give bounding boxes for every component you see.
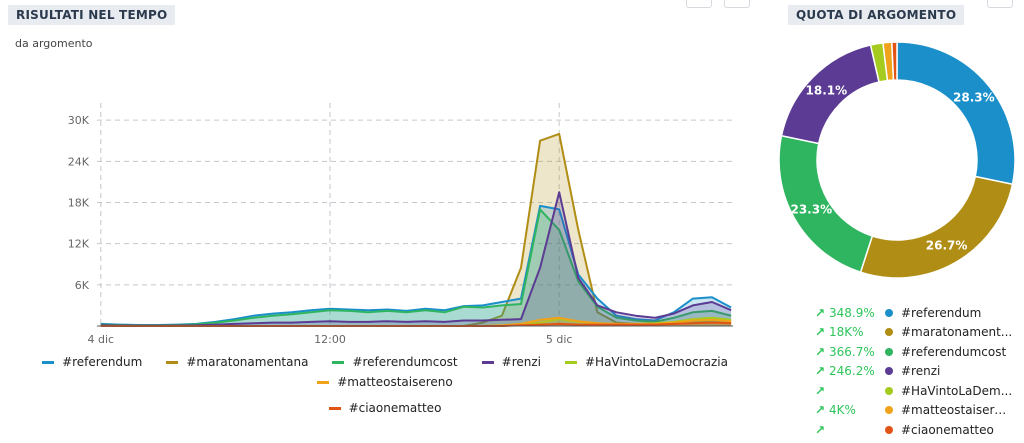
chart-option-button[interactable]	[724, 0, 750, 8]
color-dot	[885, 406, 893, 415]
y-tick-label: 24K	[68, 155, 90, 168]
donut-slice-label: 28.3%	[953, 91, 995, 105]
legend-label: #matteostaisereno	[337, 375, 453, 389]
change-percent: 366.7%	[829, 344, 875, 359]
y-tick-label: 18K	[68, 196, 90, 209]
legend-label: #maratonamentana	[186, 355, 309, 369]
share-legend-row[interactable]: ↗ #ciaonematteo	[815, 420, 1020, 440]
legend-swatch	[565, 360, 577, 364]
color-dot	[885, 367, 893, 376]
color-dot	[885, 386, 893, 395]
topic-share-donut: 28.3% 26.7% 23.3% 18.1%	[778, 41, 1016, 279]
legend-item-referendum[interactable]: #referendum	[42, 355, 142, 369]
legend-swatch	[481, 360, 494, 364]
chart-subtitle: da argomento	[15, 37, 93, 50]
legend-item-maratonamentana[interactable]: #maratonamentana	[166, 355, 308, 369]
legend-label: #ciaonematteo	[348, 401, 442, 415]
topic-name: #renzi	[901, 364, 941, 379]
trend-up-icon: ↗	[815, 422, 826, 437]
legend-item-matteostaisereno[interactable]: #matteostaisereno	[317, 375, 453, 389]
legend-swatch	[42, 360, 55, 364]
color-dot	[885, 328, 893, 337]
series-line-referendumcost[interactable]	[100, 208, 732, 327]
trend-up-icon: ↗	[815, 325, 826, 340]
legend-label: #HaVintoLaDemocrazia	[585, 355, 728, 369]
x-tick-label: 4 dic	[88, 333, 115, 345]
time-series-chart: 6K 12K 18K 24K 30K 4 dic 12:00 5 dic	[68, 103, 733, 345]
donut-slice-label: 18.1%	[806, 84, 848, 98]
trend-up-icon: ↗	[815, 403, 826, 418]
topic-name: #ciaonematteo	[901, 422, 994, 437]
x-tick-label: 12:00	[314, 333, 346, 345]
share-legend: ↗ 348.9% #referendum ↗ 18K% #maratonament... ↗…	[815, 303, 1020, 440]
legend-label: #referendumcost	[352, 355, 458, 369]
change-percent: 348.9%	[829, 305, 875, 320]
share-legend-row[interactable]: ↗ 366.7% #referendumcost	[815, 342, 1020, 362]
trend-up-icon: ↗	[815, 383, 826, 398]
legend-swatch	[317, 380, 330, 384]
color-dot	[885, 425, 893, 434]
y-tick-label: 6K	[75, 279, 90, 292]
series-area-maratonamentana	[100, 133, 732, 326]
share-legend-row[interactable]: ↗ 348.9% #referendum	[815, 303, 1020, 323]
topic-name: #HaVintoLaDem...	[901, 383, 1013, 398]
series-line-maratonamentana[interactable]	[100, 132, 732, 327]
legend-label: #referendum	[62, 355, 143, 369]
series-area-referendumcost	[100, 209, 732, 326]
share-legend-row[interactable]: ↗ 18K% #maratonament...	[815, 323, 1020, 343]
donut-slice-label: 26.7%	[926, 239, 968, 253]
y-tick-label: 30K	[68, 114, 90, 127]
share-legend-row[interactable]: ↗ #HaVintoLaDem...	[815, 381, 1020, 401]
legend-item-ciaonematteo[interactable]: #ciaonematteo	[328, 401, 442, 415]
donut-slice-ciaonematteo[interactable]	[891, 41, 898, 81]
share-option-button[interactable]	[987, 0, 1013, 8]
y-tick-label: 12K	[68, 238, 90, 251]
x-tick-label: 5 dic	[546, 333, 573, 345]
legend-swatch	[166, 360, 179, 364]
share-legend-row[interactable]: ↗ 4K% #matteostaisereno	[815, 401, 1020, 421]
series-area-renzi	[100, 192, 732, 326]
legend-label: #renzi	[501, 355, 541, 369]
topic-name: #referendumcost	[901, 344, 1007, 359]
legend-item-havinto[interactable]: #HaVintoLaDemocrazia	[565, 355, 728, 369]
legend-item-referendumcost[interactable]: #referendumcost	[332, 355, 458, 369]
share-legend-row[interactable]: ↗ 246.2% #renzi	[815, 362, 1020, 382]
donut-slice-label: 23.3%	[790, 203, 832, 217]
chart-option-button[interactable]	[686, 0, 712, 8]
topic-name: #referendum	[901, 305, 982, 320]
change-percent: 246.2%	[829, 364, 875, 379]
change-percent: 4K%	[829, 403, 856, 418]
donut-slice-referendum[interactable]	[896, 41, 1016, 186]
legend-item-renzi[interactable]: #renzi	[481, 355, 541, 369]
series-legend: #referendum #maratonamentana #referendumco…	[0, 355, 770, 415]
trend-up-icon: ↗	[815, 344, 826, 359]
series-line-renzi[interactable]	[100, 191, 732, 327]
trend-up-icon: ↗	[815, 305, 826, 320]
change-percent: 18K%	[829, 325, 864, 340]
results-over-time-title: RISULTATI NEL TEMPO	[8, 5, 176, 25]
color-dot	[885, 308, 893, 317]
color-dot	[885, 347, 893, 356]
series-area-referendum	[100, 205, 732, 326]
series-line-referendum[interactable]	[100, 204, 732, 326]
trend-up-icon: ↗	[815, 364, 826, 379]
legend-swatch	[332, 360, 345, 364]
topic-share-title: QUOTA DI ARGOMENTO	[788, 5, 965, 25]
topic-name: #matteostaisereno	[901, 403, 1013, 418]
topic-name: #maratonament...	[901, 325, 1013, 340]
donut-slice-maratonamentana[interactable]	[859, 175, 1014, 279]
legend-swatch	[328, 406, 341, 410]
